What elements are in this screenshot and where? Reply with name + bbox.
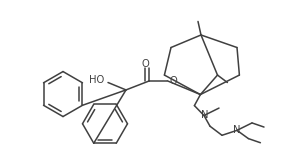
Text: O: O: [169, 76, 177, 85]
Text: N: N: [233, 125, 241, 135]
Text: HO: HO: [89, 75, 104, 85]
Text: N: N: [201, 111, 208, 120]
Text: O: O: [141, 59, 149, 68]
